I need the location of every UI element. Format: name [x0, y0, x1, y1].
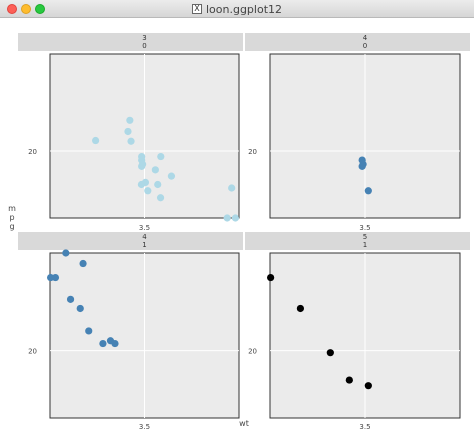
x11-icon: X [191, 4, 202, 14]
data-point[interactable] [106, 337, 115, 345]
facet-strip-label: 1 [363, 241, 367, 249]
data-point[interactable] [79, 259, 87, 268]
data-point[interactable] [138, 152, 146, 161]
y-tick-label: 20 [248, 348, 257, 356]
minimize-window-button[interactable] [21, 4, 31, 14]
data-point[interactable] [85, 327, 93, 335]
data-point[interactable] [99, 339, 107, 348]
x-tick-label: 3.5 [139, 224, 150, 232]
data-point[interactable] [137, 180, 146, 189]
data-point[interactable] [47, 273, 55, 282]
facet-strip [18, 232, 243, 250]
zoom-window-button[interactable] [35, 4, 45, 14]
facet-panel: 30 3.5 20 [18, 33, 243, 232]
facet-strip-label: 4 [363, 34, 368, 42]
facet-panel: 40 3.5 20 [245, 33, 470, 232]
facet-strip [18, 33, 243, 51]
facet-strip [245, 33, 470, 51]
close-window-button[interactable] [7, 4, 17, 14]
y-axis-label-char: p [9, 213, 14, 222]
data-point[interactable] [62, 249, 70, 257]
facet-strip-label: 0 [142, 42, 146, 50]
y-tick-label: 20 [248, 148, 257, 156]
data-point[interactable] [267, 273, 275, 282]
y-axis-label-char: g [9, 222, 14, 231]
data-point[interactable] [326, 349, 334, 357]
facet-panel: 41 3.5 20 [18, 232, 243, 431]
data-point[interactable] [167, 172, 176, 180]
data-point[interactable] [127, 137, 135, 145]
data-point[interactable] [228, 184, 236, 192]
data-point[interactable] [144, 187, 152, 195]
data-point[interactable] [364, 187, 372, 195]
y-tick-label: 20 [28, 148, 37, 156]
data-point[interactable] [154, 180, 162, 189]
data-point[interactable] [345, 376, 353, 384]
data-point[interactable] [359, 160, 367, 168]
data-point[interactable] [156, 194, 165, 202]
data-point[interactable] [223, 214, 231, 222]
title-bar: X loon.ggplot12 [0, 0, 474, 18]
facet-strip-label: 0 [363, 42, 367, 50]
data-point[interactable] [231, 214, 240, 222]
facet-strip-label: 3 [142, 34, 146, 42]
data-point[interactable] [91, 136, 100, 145]
window-title: loon.ggplot12 [205, 2, 283, 16]
x-tick-label: 3.5 [359, 423, 370, 431]
facet-strip-label: 4 [142, 233, 147, 241]
facet-strip-label: 5 [363, 233, 367, 241]
data-point[interactable] [66, 295, 75, 303]
data-point[interactable] [151, 166, 159, 174]
x-axis-label: wt [239, 419, 249, 428]
data-point[interactable] [138, 162, 146, 170]
data-point[interactable] [126, 116, 134, 124]
data-point[interactable] [76, 304, 84, 313]
facet-panel: 51 3.5 20 [245, 232, 470, 431]
facet-strip-label: 1 [142, 241, 146, 249]
facet-strip [245, 232, 470, 250]
data-point[interactable] [124, 127, 132, 136]
data-point[interactable] [157, 152, 165, 161]
data-point[interactable] [364, 382, 372, 390]
y-axis-label-char: m [8, 204, 16, 213]
y-tick-label: 20 [28, 348, 37, 356]
x-tick-label: 3.5 [359, 224, 370, 232]
x-tick-label: 3.5 [139, 423, 150, 431]
data-point[interactable] [296, 304, 304, 313]
